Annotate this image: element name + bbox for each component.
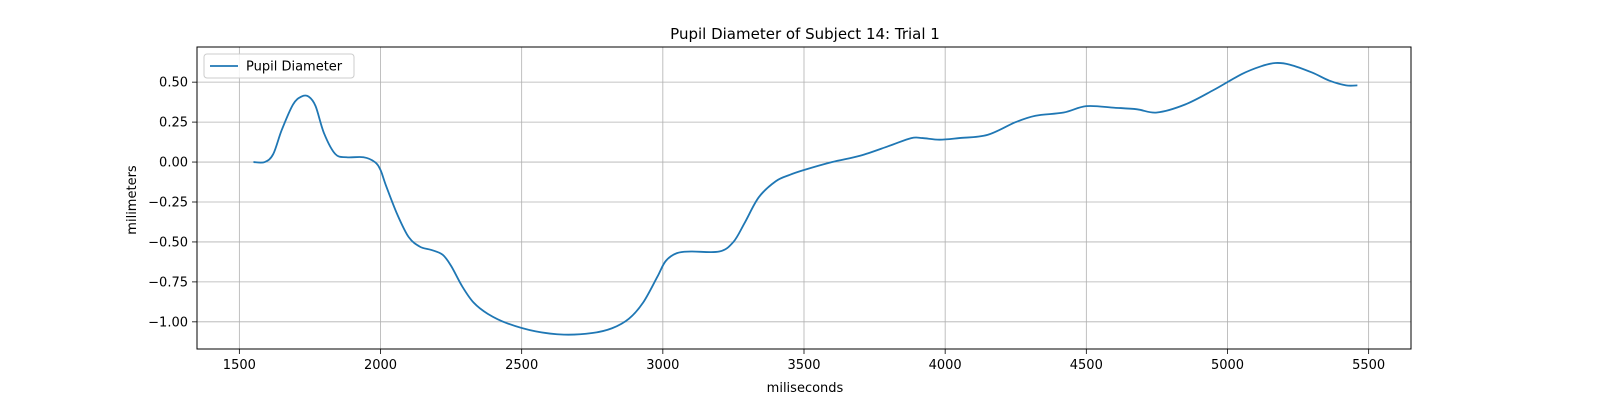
chart-title: Pupil Diameter of Subject 14: Trial 1 [670,25,940,43]
y-tick-label: −1.00 [148,315,188,330]
grid-lines [197,47,1411,349]
x-axis-ticks: 1500 2000 2500 3000 3500 4000 4500 5000 5500 [223,349,1385,373]
x-tick-label: 4000 [929,358,962,373]
x-axis-label: miliseconds [767,381,844,396]
x-tick-label: 3000 [646,358,679,373]
y-axis-ticks: −1.00 −0.75 −0.50 −0.25 0.00 0.25 0.50 [148,76,197,330]
y-tick-label: −0.75 [148,275,188,290]
x-tick-label: 1500 [223,358,256,373]
series-line-pupil-diameter [253,61,1358,336]
series-layer [253,61,1358,336]
legend: Pupil Diameter [203,53,355,79]
x-tick-label: 2500 [505,358,538,373]
y-axis-label: milimeters [125,165,140,235]
legend-box [203,53,355,79]
x-tick-label: 5000 [1211,358,1244,373]
x-tick-label: 5500 [1352,358,1385,373]
y-tick-label: −0.50 [148,235,188,250]
y-tick-label: 0.00 [159,156,188,171]
x-tick-label: 2000 [364,358,397,373]
x-tick-label: 3500 [787,358,820,373]
y-tick-label: 0.25 [159,116,188,131]
y-tick-label: 0.50 [159,76,188,91]
x-tick-label: 4500 [1070,358,1103,373]
legend-entry-pupil-diameter: Pupil Diameter [246,60,343,75]
y-tick-label: −0.25 [148,195,188,210]
